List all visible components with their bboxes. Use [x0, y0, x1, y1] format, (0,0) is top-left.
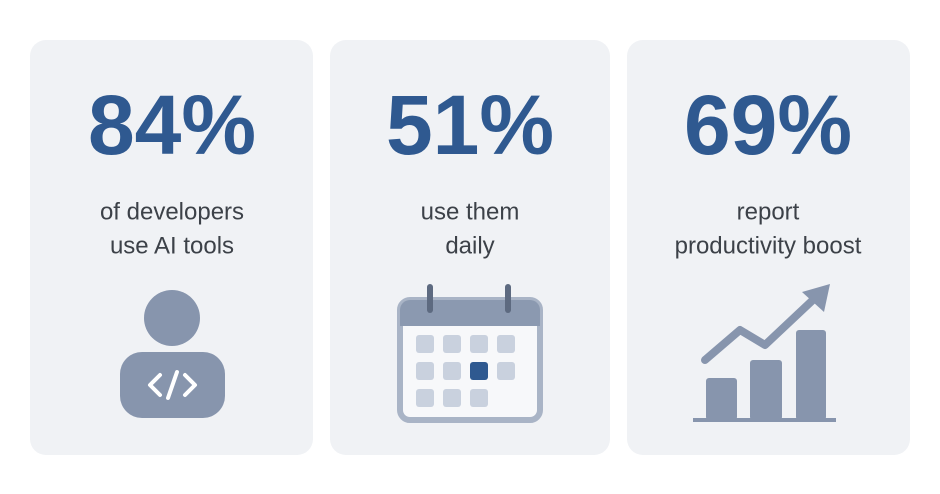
- card: [30, 40, 313, 455]
- label: daily: [445, 232, 494, 259]
- label: report: [737, 198, 800, 225]
- developer-icon: [120, 290, 225, 418]
- label: of developers: [100, 198, 244, 225]
- calendar-icon: [397, 284, 543, 423]
- stat: 69%: [684, 78, 852, 172]
- stat: 51%: [386, 78, 554, 172]
- label: use AI tools: [110, 232, 234, 259]
- card: [627, 40, 910, 455]
- stat: 84%: [88, 78, 256, 172]
- growth-icon: [693, 284, 836, 422]
- label: productivity boost: [675, 232, 862, 259]
- label: use them: [421, 198, 520, 225]
